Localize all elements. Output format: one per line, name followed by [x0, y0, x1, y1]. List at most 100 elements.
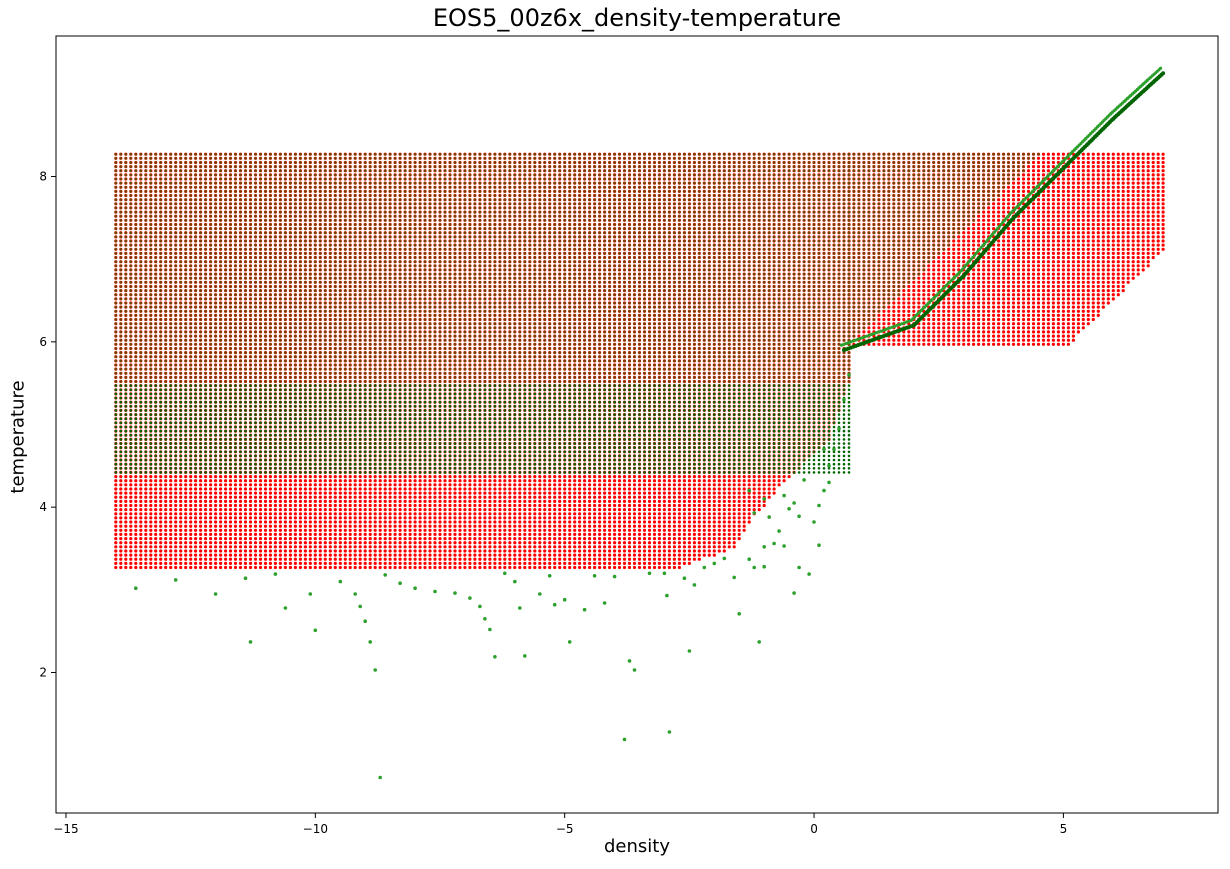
- red-point: [348, 503, 352, 508]
- red-point: [124, 565, 128, 570]
- red-point: [139, 541, 143, 545]
- red-point: [298, 499, 302, 503]
- red-point: [199, 549, 203, 553]
- red-point: [114, 549, 118, 553]
- red-point: [313, 483, 317, 487]
- red-point: [169, 499, 173, 503]
- red-point: [288, 475, 292, 479]
- red-point: [159, 520, 163, 524]
- red-point: [268, 483, 272, 487]
- red-point: [288, 541, 292, 545]
- red-point: [184, 565, 188, 570]
- red-point: [139, 524, 143, 528]
- red-point: [134, 508, 138, 512]
- red-point: [333, 549, 337, 553]
- red-point: [209, 487, 213, 491]
- red-point: [293, 499, 297, 503]
- red-point: [258, 516, 263, 520]
- red-point: [189, 520, 193, 524]
- red-point: [243, 475, 248, 479]
- red-point: [214, 528, 218, 532]
- red-point: [134, 537, 138, 541]
- red-point: [119, 561, 123, 566]
- red-point: [253, 561, 258, 566]
- red-point: [164, 491, 168, 495]
- red-point: [283, 561, 287, 566]
- red-point: [144, 528, 148, 532]
- red-point: [154, 508, 158, 512]
- red-point: [288, 545, 292, 549]
- red-point: [114, 475, 118, 479]
- red-point: [233, 524, 238, 528]
- red-point: [169, 528, 173, 532]
- red-point: [144, 512, 148, 516]
- red-point: [298, 545, 302, 549]
- red-point: [268, 553, 272, 557]
- red-point: [144, 553, 148, 557]
- red-point: [243, 516, 248, 520]
- red-point: [258, 561, 263, 566]
- red-point: [278, 503, 282, 508]
- red-point: [248, 520, 253, 524]
- red-point: [278, 532, 282, 537]
- red-point: [204, 499, 208, 503]
- red-point: [149, 537, 153, 541]
- red-point: [139, 516, 143, 520]
- red-point: [164, 520, 168, 524]
- red-point: [323, 487, 327, 491]
- red-point: [114, 524, 118, 528]
- red-point: [318, 475, 322, 479]
- red-point: [318, 483, 322, 487]
- red-point: [164, 528, 168, 532]
- red-point: [308, 479, 312, 483]
- red-point: [348, 528, 352, 532]
- red-point: [248, 491, 253, 495]
- red-point: [169, 549, 173, 553]
- red-point: [134, 524, 138, 528]
- red-point: [199, 557, 203, 561]
- red-point: [288, 532, 292, 537]
- red-point: [204, 512, 208, 516]
- red-point: [209, 524, 213, 528]
- red-point: [228, 541, 233, 545]
- red-point: [248, 495, 253, 499]
- red-point: [119, 537, 123, 541]
- red-point: [159, 495, 163, 499]
- red-point: [228, 487, 233, 491]
- red-point: [154, 541, 158, 545]
- red-point: [159, 537, 163, 541]
- red-point: [338, 537, 342, 541]
- red-point: [179, 541, 183, 545]
- red-point: [144, 545, 148, 549]
- red-point: [293, 565, 297, 570]
- red-point: [348, 553, 352, 557]
- red-point: [238, 524, 243, 528]
- red-point: [348, 516, 352, 520]
- red-point: [353, 561, 357, 566]
- red-point: [258, 495, 263, 499]
- red-point: [119, 524, 123, 528]
- red-point: [313, 475, 317, 479]
- red-point: [159, 512, 163, 516]
- red-point: [303, 541, 307, 545]
- red-point: [184, 512, 188, 516]
- red-point: [129, 565, 133, 570]
- red-point: [144, 565, 148, 570]
- red-point: [119, 483, 123, 487]
- red-point: [308, 491, 312, 495]
- red-point: [219, 557, 223, 561]
- red-point: [343, 545, 347, 549]
- red-point: [219, 561, 223, 566]
- red-point: [343, 549, 347, 553]
- red-point: [283, 549, 287, 553]
- red-point: [184, 475, 188, 479]
- red-point: [248, 479, 253, 483]
- red-point: [313, 512, 317, 516]
- red-point: [318, 524, 322, 528]
- red-point: [174, 483, 178, 487]
- red-point: [258, 483, 263, 487]
- red-point: [293, 479, 297, 483]
- red-point: [124, 561, 128, 566]
- red-point: [298, 561, 302, 566]
- red-point: [278, 549, 282, 553]
